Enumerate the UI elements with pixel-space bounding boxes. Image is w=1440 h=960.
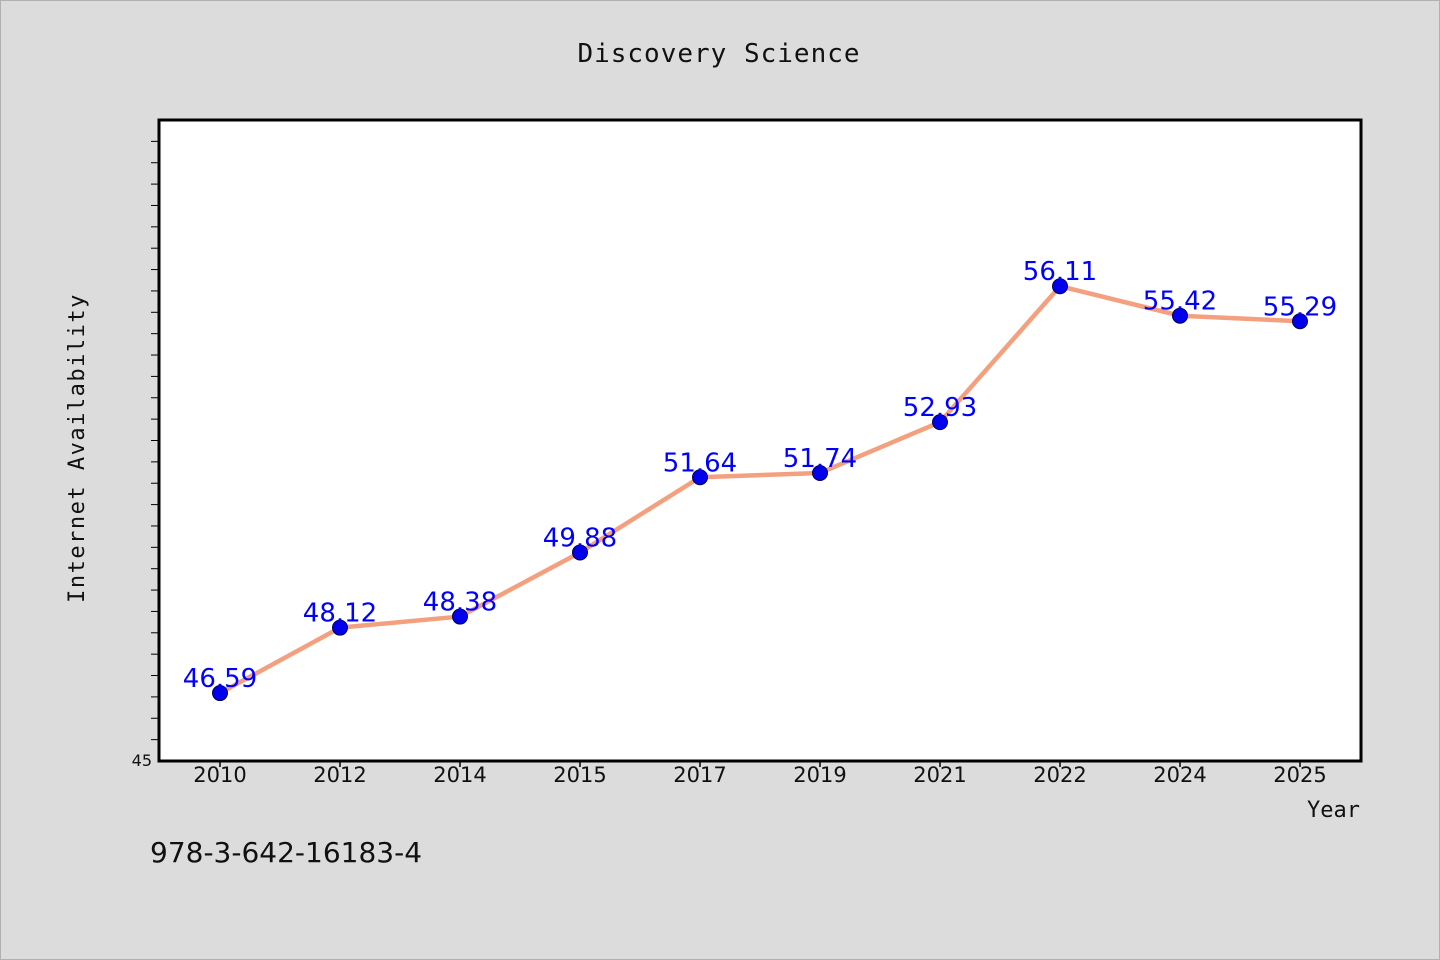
x-tick-label: 2017 [673,763,726,787]
isbn-label: 978-3-642-16183-4 [150,836,423,869]
x-tick-label: 2022 [1033,763,1086,787]
x-axis-ticks: 2010 2012 2014 2015 2017 2019 2021 2022 2024 2025 [193,761,1327,787]
data-point [692,469,708,486]
data-label: 51.74 [783,444,857,474]
data-label: 48.12 [303,599,377,629]
data-point [332,619,348,636]
x-tick-label: 2015 [553,763,606,787]
x-tick-label: 2021 [913,763,966,787]
data-point [572,544,588,561]
data-label: 55.29 [1263,292,1337,322]
data-label: 49.88 [543,523,617,553]
y-axis-label: Internet Availability [65,293,90,603]
data-point [1052,278,1068,295]
chart-title: Discovery Science [577,39,860,69]
x-tick-label: 2010 [193,763,246,787]
plot-area [157,118,1363,763]
data-labels: 46.59 48.12 48.38 49.88 51.64 51.74 52.93 56.11… [183,257,1337,694]
x-tick-label: 2024 [1153,763,1206,787]
data-point [932,414,948,431]
y-axis-ticks [151,140,159,741]
x-axis-label: Year [1307,798,1360,823]
x-tick-label: 2012 [313,763,366,787]
data-markers [212,278,1308,702]
data-label: 55.42 [1143,287,1217,317]
data-label: 46.59 [183,664,257,694]
series-line [218,283,1301,696]
data-label: 52.93 [903,393,977,423]
data-point [1172,307,1188,324]
x-tick-label: 2019 [793,763,846,787]
data-point [1292,313,1308,330]
x-tick-label: 2025 [1273,763,1326,787]
y-tick-label: 45 [132,751,152,770]
data-point [812,464,828,481]
data-label: 56.11 [1023,257,1097,287]
data-point [452,608,468,625]
data-label: 51.64 [663,448,737,478]
data-point [212,685,228,702]
x-tick-label: 2014 [433,763,486,787]
data-label: 48.38 [423,588,497,618]
